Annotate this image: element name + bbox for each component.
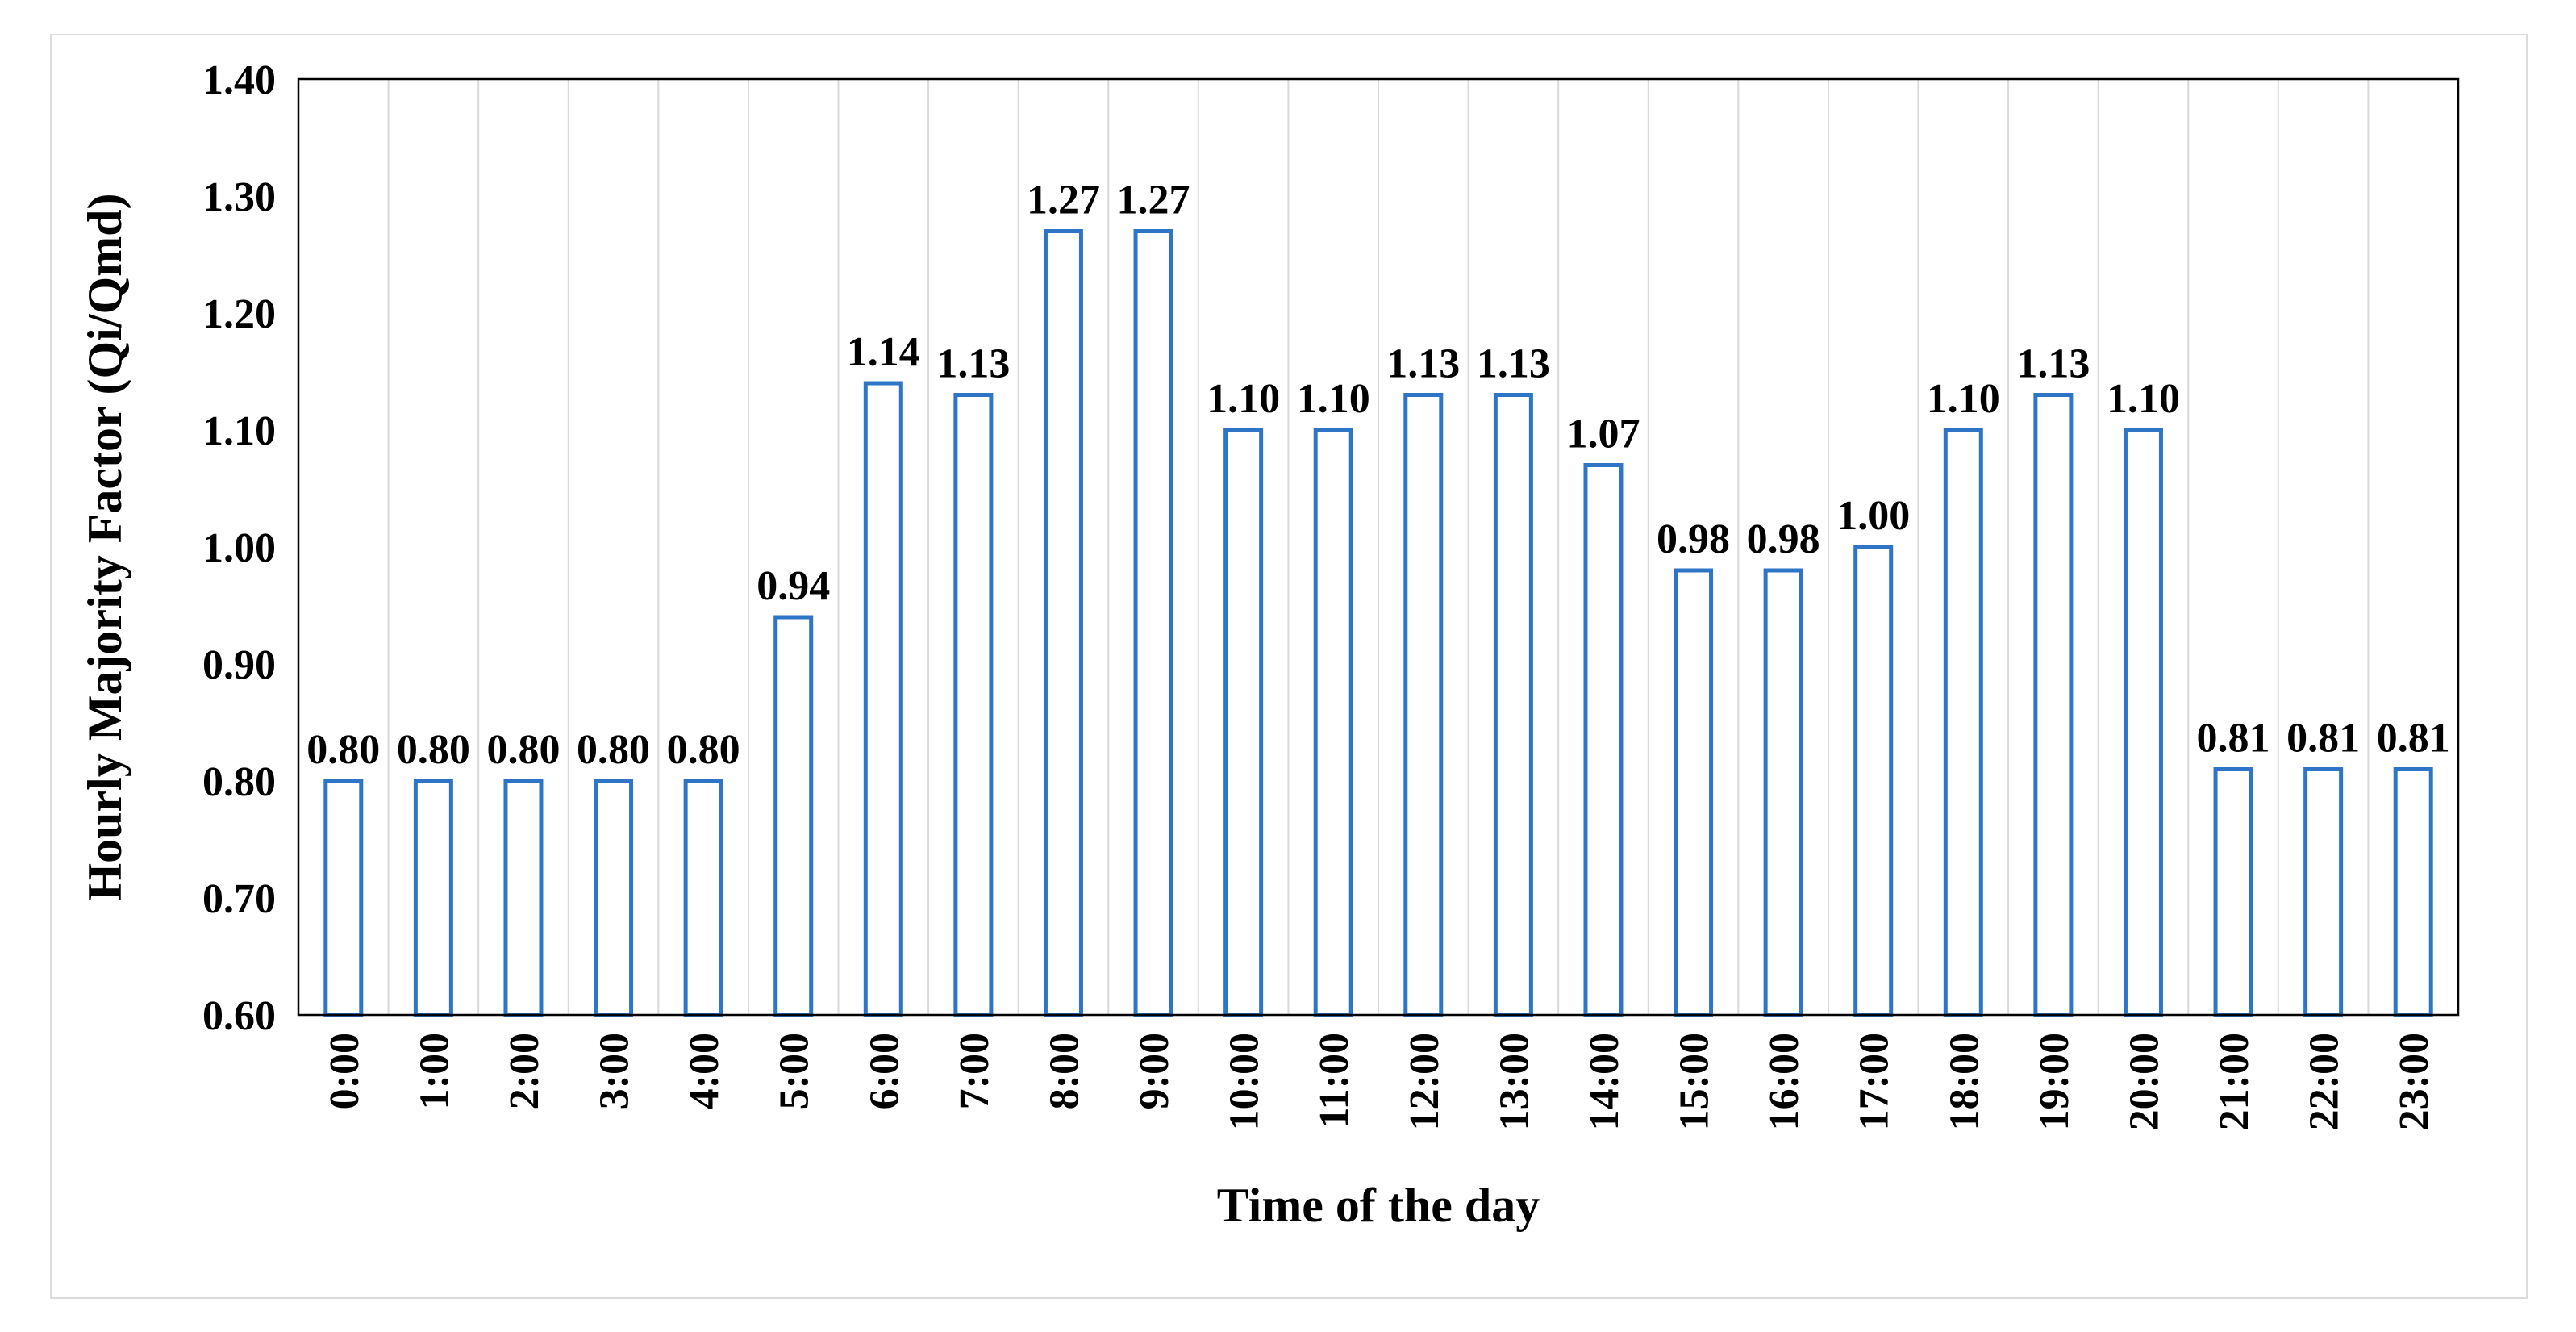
y-tick-label: 0.60 [202, 993, 276, 1039]
bars [323, 229, 2433, 1017]
y-tick-label: 1.00 [202, 525, 276, 571]
bar [1493, 393, 1533, 1017]
x-tick-label: 0:00 [322, 1033, 368, 1109]
y-tick-label: 1.20 [202, 291, 276, 337]
bar [1853, 545, 1894, 1017]
data-label: 1.10 [2107, 376, 2180, 422]
x-tick-label: 16:00 [1761, 1033, 1807, 1130]
x-tick-label: 21:00 [2211, 1033, 2257, 1130]
x-tick-label: 4:00 [682, 1033, 727, 1109]
bar [1133, 229, 1173, 1017]
y-tick-label: 0.70 [202, 876, 276, 922]
data-label: 0.94 [757, 563, 830, 609]
data-label: 1.00 [1836, 493, 1910, 539]
bar [1043, 229, 1083, 1017]
x-axis-tick-labels: 0:00 1:00 2:00 3:00 4:00 5:00 6:00 7:00 8:00 9:00… [322, 1033, 2437, 1130]
x-tick-label: 1:00 [411, 1033, 457, 1109]
y-tick-label: 1.40 [202, 57, 276, 103]
bar [773, 615, 814, 1017]
bar [594, 779, 634, 1017]
data-label: 0.81 [2286, 716, 2360, 762]
gridlines [387, 79, 2370, 1015]
bar [2393, 767, 2433, 1017]
x-tick-label: 20:00 [2121, 1033, 2167, 1130]
data-label: 1.13 [2016, 341, 2090, 387]
bar [2123, 428, 2163, 1017]
x-tick-label: 3:00 [592, 1033, 638, 1109]
x-tick-label: 12:00 [1402, 1033, 1448, 1130]
x-tick-label: 10:00 [1222, 1033, 1268, 1130]
data-label: 1.14 [847, 329, 920, 375]
x-tick-label: 18:00 [1941, 1033, 1987, 1130]
y-tick-label: 0.90 [202, 642, 276, 688]
bar [1313, 428, 1353, 1017]
x-tick-label: 2:00 [502, 1033, 548, 1109]
bar [683, 779, 723, 1017]
data-label: 1.13 [1477, 341, 1550, 387]
bar [953, 393, 994, 1017]
data-label: 1.10 [1927, 376, 2000, 422]
x-tick-label: 8:00 [1041, 1033, 1087, 1109]
data-label: 0.80 [486, 727, 560, 773]
data-label: 1.27 [1117, 177, 1190, 223]
data-label: 1.07 [1566, 411, 1640, 457]
x-tick-label: 11:00 [1311, 1033, 1357, 1128]
bar [1943, 428, 1983, 1017]
x-tick-label: 5:00 [772, 1033, 818, 1109]
data-label: 1.10 [1207, 376, 1280, 422]
chart-container: 0.60 0.70 0.80 0.90 1.00 1.10 1.20 1.30 1.40 0:0… [50, 34, 2528, 1299]
bar [1583, 463, 1624, 1017]
data-label: 1.13 [936, 341, 1010, 387]
x-tick-label: 6:00 [861, 1033, 907, 1109]
x-tick-label: 23:00 [2391, 1033, 2437, 1130]
x-tick-label: 9:00 [1132, 1033, 1178, 1109]
x-tick-label: 17:00 [1852, 1033, 1898, 1130]
data-label: 0.98 [1747, 516, 1820, 562]
bar [1223, 428, 1264, 1017]
data-label: 0.81 [2197, 716, 2270, 762]
data-label: 0.81 [2377, 716, 2450, 762]
y-axis-tick-labels: 0.60 0.70 0.80 0.90 1.00 1.10 1.20 1.30 1.40 [202, 57, 276, 1039]
x-tick-label: 22:00 [2302, 1033, 2348, 1130]
bar [2213, 767, 2253, 1017]
bar [1763, 568, 1803, 1017]
bar [413, 779, 453, 1017]
data-label: 1.10 [1297, 376, 1370, 422]
data-label: 1.13 [1386, 341, 1460, 387]
x-tick-label: 14:00 [1582, 1033, 1628, 1130]
data-labels: 0.80 0.80 0.80 0.80 0.80 0.94 1.14 1.13 1.27 1.27… [306, 177, 2449, 774]
data-label: 1.27 [1027, 177, 1100, 223]
x-tick-label: 19:00 [2032, 1033, 2078, 1130]
data-label: 0.80 [306, 727, 380, 773]
x-tick-label: 13:00 [1491, 1033, 1537, 1130]
data-label: 0.80 [577, 727, 650, 773]
bar-chart: 0.60 0.70 0.80 0.90 1.00 1.10 1.20 1.30 1.40 0:0… [78, 57, 2460, 1232]
bar [2033, 393, 2074, 1017]
data-label: 0.98 [1657, 516, 1730, 562]
y-tick-label: 1.30 [202, 174, 276, 220]
y-tick-label: 1.10 [202, 408, 276, 454]
x-tick-label: 7:00 [952, 1033, 998, 1109]
y-tick-label: 0.80 [202, 759, 276, 805]
x-tick-label: 15:00 [1672, 1033, 1718, 1130]
bar [503, 779, 544, 1017]
bar [323, 779, 364, 1017]
bar [1674, 568, 1714, 1017]
data-label: 0.80 [667, 727, 740, 773]
bar [1403, 393, 1444, 1017]
data-label: 0.80 [397, 727, 470, 773]
x-axis-title: Time of the day [1217, 1179, 1540, 1232]
bar [2303, 767, 2344, 1017]
plot-area-border [297, 77, 2460, 1017]
y-axis-title: Hourly Majority Factor (Qi/Qmd) [78, 193, 131, 900]
bar [863, 381, 903, 1017]
